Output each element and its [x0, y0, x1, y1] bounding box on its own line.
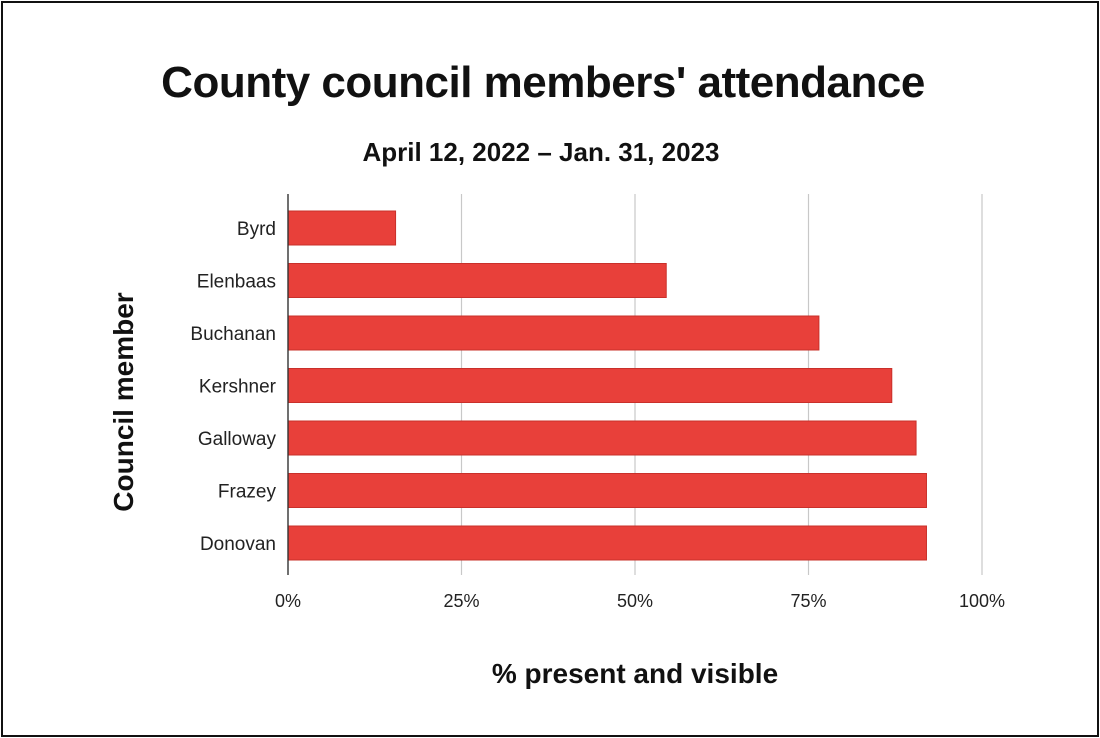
category-label: Buchanan	[190, 324, 276, 345]
bar-galloway	[287, 420, 917, 456]
x-tick-label: 100%	[959, 591, 1005, 611]
category-label: Elenbaas	[197, 272, 276, 293]
category-label: Galloway	[198, 429, 277, 450]
bar-buchanan	[287, 315, 820, 351]
chart-title: County council members' attendance	[161, 58, 925, 107]
bar-elenbaas	[287, 263, 667, 298]
category-label: Frazey	[218, 482, 277, 503]
x-tick-label: 0%	[275, 591, 301, 611]
x-tick-label: 25%	[443, 591, 479, 611]
x-tick-label: 75%	[790, 591, 826, 611]
bar-byrd	[287, 210, 397, 246]
bar-frazey	[287, 473, 927, 508]
bar-donovan	[287, 525, 927, 561]
x-axis-label: % present and visible	[491, 658, 779, 689]
category-label: Byrd	[237, 219, 276, 240]
chart-subtitle: April 12, 2022 – Jan. 31, 2023	[362, 137, 720, 167]
category-label: Donovan	[200, 534, 276, 555]
category-label: Kershner	[199, 377, 277, 398]
x-tick-label: 50%	[617, 591, 653, 611]
bar-kershner	[287, 368, 893, 403]
